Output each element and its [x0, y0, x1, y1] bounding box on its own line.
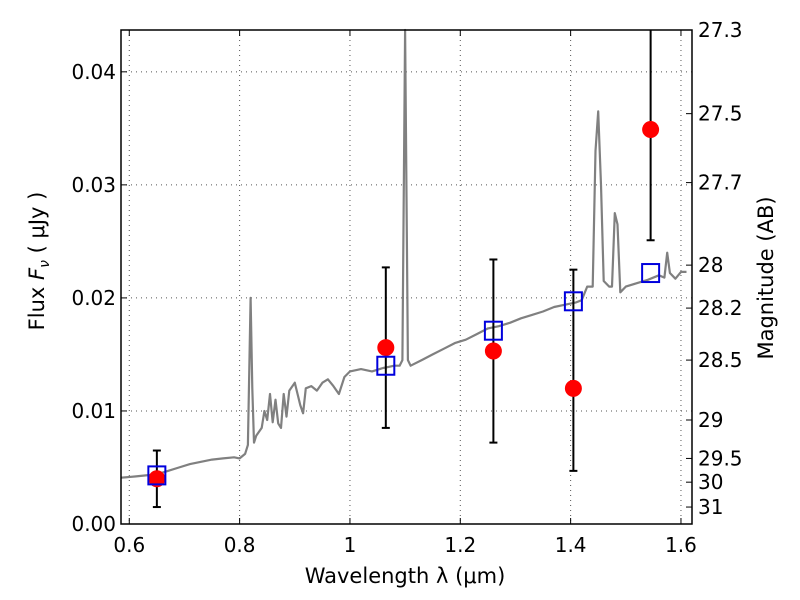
magnitude-tick-label: 27.3 [698, 18, 743, 42]
magnitude-tick-label: 28 [698, 253, 723, 277]
error-bars [148, 30, 660, 509]
magnitude-tick-label: 30 [698, 470, 723, 494]
magnitude-tick-label: 29 [698, 408, 723, 432]
y-tick-label: 0.04 [71, 60, 116, 84]
observed-flux-point [377, 339, 395, 357]
x-tick-label: 1.6 [665, 533, 697, 557]
x-tick-label: 0.8 [224, 533, 256, 557]
model-flux-marker [563, 291, 583, 312]
observed-flux-point [642, 120, 660, 138]
magnitude-tick-label: 27.5 [698, 102, 743, 126]
model-flux-marker [641, 263, 661, 284]
magnitude-tick-label: 28.5 [698, 348, 743, 372]
x-tick-label: 0.6 [113, 533, 145, 557]
y-tick-label: 0.02 [71, 286, 116, 310]
x-tick-label: 1.2 [444, 533, 476, 557]
model-flux-marker [147, 465, 167, 486]
magnitude-tick-label: 28.2 [698, 296, 743, 320]
x-tick-label: 1 [344, 533, 357, 557]
observed-flux-point [564, 379, 582, 397]
y-axis-label: Flux Fν ( μJy ) [25, 192, 53, 331]
model-flux-marker [483, 320, 503, 341]
magnitude-axis-label: Magnitude (AB) [754, 196, 778, 359]
x-axis-label: Wavelength λ (μm) [305, 564, 506, 588]
magnitude-tick-label: 27.7 [698, 171, 743, 195]
x-tick-label: 1.4 [555, 533, 587, 557]
y-tick-label: 0.01 [71, 399, 116, 423]
model-flux-marker [376, 355, 396, 376]
observed-flux-point [484, 342, 502, 360]
y-tick-label: 0.00 [71, 512, 116, 536]
y-tick-label: 0.03 [71, 173, 116, 197]
magnitude-tick-label: 29.5 [698, 446, 743, 470]
plot-area-frame [120, 29, 693, 525]
photometry-markers [147, 263, 661, 486]
magnitude-tick-label: 31 [698, 495, 723, 519]
axis-ticks: 0.6 0.8 1 1.2 1.4 1.6 0.00 0.01 0.02 0.03 0.04 27.3… [71, 18, 742, 557]
